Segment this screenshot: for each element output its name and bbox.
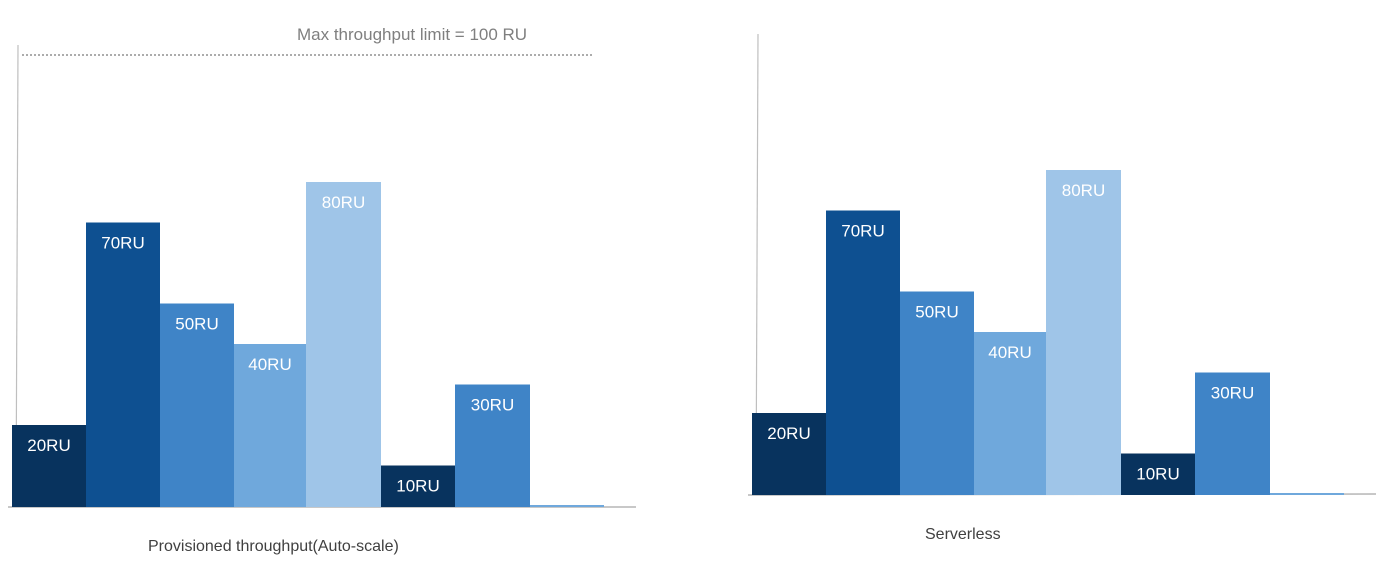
serverless-bars: 20RU 70RU 50RU 40RU 80RU 10RU 30RU	[752, 170, 1344, 495]
provisioned-chart: Max throughput limit = 100 RU 20RU 70RU 50…	[8, 25, 636, 555]
serverless-bar-6	[1121, 453, 1195, 495]
serverless-bar-8	[1270, 493, 1344, 495]
provisioned-bar-2	[86, 222, 160, 507]
provisioned-bar-8	[530, 505, 604, 507]
provisioned-bar-3	[160, 303, 234, 507]
provisioned-bar-label-5: 80RU	[322, 193, 365, 212]
provisioned-bar-label-4: 40RU	[248, 355, 291, 374]
serverless-chart-caption: Serverless	[925, 526, 1001, 543]
provisioned-bar-6	[381, 465, 455, 507]
serverless-bar-label-2: 70RU	[841, 222, 884, 241]
serverless-bar-4	[974, 332, 1046, 495]
provisioned-bar-1	[12, 425, 86, 507]
serverless-bar-label-5: 80RU	[1062, 181, 1105, 200]
serverless-bar-label-3: 50RU	[915, 303, 958, 322]
provisioned-chart-caption: Provisioned throughput(Auto-scale)	[148, 538, 399, 555]
serverless-bar-5	[1046, 170, 1121, 495]
serverless-bar-label-1: 20RU	[767, 424, 810, 443]
provisioned-bar-label-3: 50RU	[175, 315, 218, 334]
provisioned-bar-5	[306, 182, 381, 507]
provisioned-bar-label-2: 70RU	[101, 234, 144, 253]
serverless-bar-2	[826, 210, 900, 495]
provisioned-bar-4	[234, 344, 306, 507]
serverless-bar-label-7: 30RU	[1211, 384, 1254, 403]
provisioned-bars: 20RU 70RU 50RU 40RU 80RU 10RU 30RU	[12, 182, 604, 507]
provisioned-bar-label-6: 10RU	[396, 477, 439, 496]
max-throughput-limit-label: Max throughput limit = 100 RU	[297, 25, 527, 44]
serverless-bar-1	[752, 413, 826, 495]
serverless-chart: 20RU 70RU 50RU 40RU 80RU 10RU 30RU Serverless	[747, 33, 1377, 543]
serverless-bar-label-4: 40RU	[988, 343, 1031, 362]
serverless-bar-3	[900, 291, 974, 495]
provisioned-bar-label-7: 30RU	[471, 396, 514, 415]
provisioned-bar-label-1: 20RU	[27, 436, 70, 455]
serverless-bar-label-6: 10RU	[1136, 465, 1179, 484]
provisioned-bar-7	[455, 384, 530, 507]
serverless-bar-7	[1195, 372, 1270, 495]
